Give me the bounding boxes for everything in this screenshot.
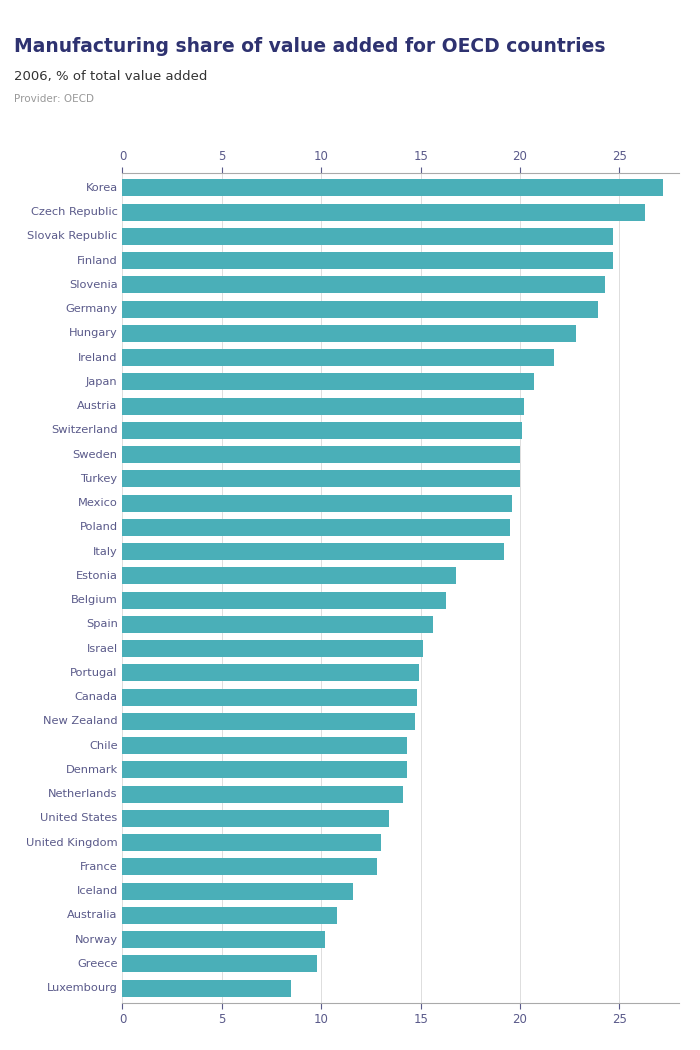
Text: 2006, % of total value added: 2006, % of total value added [14,70,207,83]
Bar [122,956,317,972]
Bar [122,737,407,754]
Bar [122,713,414,730]
Bar [122,834,381,852]
Bar [122,689,416,706]
Bar [122,859,377,876]
Bar [122,300,598,317]
Bar [122,883,353,900]
Bar [122,495,512,511]
Bar [122,422,522,439]
Bar [122,470,520,487]
Bar [122,398,524,415]
Bar [122,446,520,463]
Bar [122,349,554,366]
Bar [122,543,504,560]
Bar [122,324,575,342]
Bar [122,591,447,609]
Bar [122,180,663,196]
Bar [122,785,402,802]
Bar [122,252,613,269]
Bar [122,374,534,391]
Bar [122,931,326,948]
Bar [122,665,419,681]
Bar [122,204,645,220]
Text: figure.nz: figure.nz [570,18,658,37]
Bar [122,616,433,633]
Bar [122,810,389,827]
Text: Manufacturing share of value added for OECD countries: Manufacturing share of value added for O… [14,37,606,56]
Bar [122,276,605,293]
Bar [122,761,407,778]
Bar [122,640,423,657]
Text: Provider: OECD: Provider: OECD [14,94,94,105]
Bar [122,907,337,924]
Bar [122,567,456,585]
Bar [122,228,613,245]
Bar [122,980,291,996]
Bar [122,519,510,536]
